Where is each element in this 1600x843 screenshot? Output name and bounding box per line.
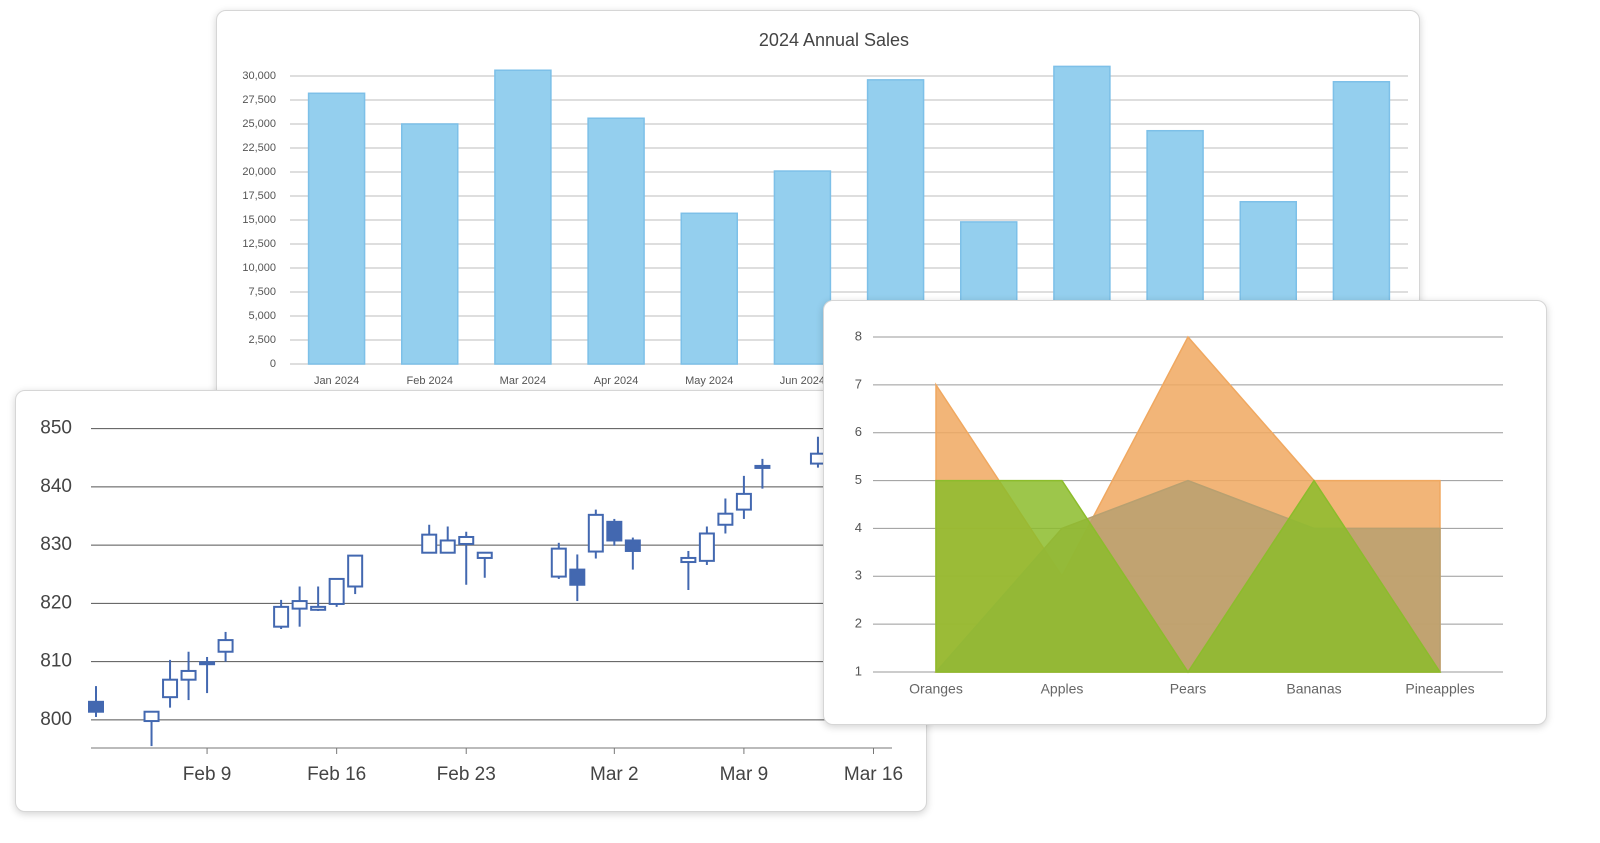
x-tick-label: Jun 2024 <box>780 375 825 387</box>
y-tick-label: 4 <box>855 520 862 535</box>
candle-body <box>88 700 104 713</box>
candle-body <box>698 532 715 562</box>
candle-body <box>476 551 493 559</box>
candle-body <box>458 535 475 545</box>
candle-body <box>550 547 567 578</box>
x-tick-label: Jan 2024 <box>314 375 359 387</box>
y-tick-label: 850 <box>40 418 72 439</box>
y-tick-label: 0 <box>270 358 276 370</box>
area-card: 1 2 3 4 5 6 7 8 Oranges Apples Pears Bananas Pineapp… <box>823 300 1547 725</box>
y-tick-label: 7 <box>855 376 862 391</box>
chart-title: 2024 Annual Sales <box>759 30 909 50</box>
bar <box>307 92 366 365</box>
x-tick-label: Mar 2 <box>590 764 639 785</box>
candle-body <box>143 710 160 723</box>
y-tick-label: 2 <box>855 616 862 631</box>
y-tick-label: 22,500 <box>242 142 276 154</box>
y-tick-label: 820 <box>40 592 72 613</box>
y-tick-label: 25,000 <box>242 118 276 130</box>
candle-body <box>310 605 327 611</box>
y-tick-label: 2,500 <box>248 334 276 346</box>
candle-body <box>569 568 586 586</box>
bar <box>773 170 832 365</box>
candle-body <box>439 539 456 554</box>
y-tick-label: 830 <box>40 534 72 555</box>
x-tick-label: Bananas <box>1286 681 1341 697</box>
y-tick-label: 20,000 <box>242 166 276 178</box>
y-tick-label: 6 <box>855 424 862 439</box>
x-tick-label: May 2024 <box>685 375 733 387</box>
candle-body <box>606 520 623 542</box>
candle-body <box>217 639 234 653</box>
y-tick-label: 8 <box>855 328 862 343</box>
chart: 800 810 820 830 840 850 Feb 9 Feb 16 Feb 23 Mar 2… <box>40 418 903 785</box>
x-tick-label: Apr 2024 <box>594 375 639 387</box>
y-tick-label: 30,000 <box>242 70 276 82</box>
x-tick-label: Feb 9 <box>183 764 232 785</box>
candle-body <box>162 678 179 699</box>
bar <box>587 117 645 365</box>
area <box>935 479 1442 674</box>
candle-body <box>273 605 290 628</box>
x-tick-label: Mar 16 <box>844 764 903 785</box>
y-tick-label: 12,500 <box>242 238 276 250</box>
candle-body <box>680 556 697 564</box>
x-tick-label: Oranges <box>909 681 963 697</box>
x-tick-label: Feb 16 <box>307 764 366 785</box>
candle-body <box>624 539 641 552</box>
candle-body <box>717 512 734 526</box>
candle-body <box>199 661 216 666</box>
candle-body <box>347 554 364 588</box>
bar <box>680 212 738 365</box>
candlestick-card: 800 810 820 830 840 850 Feb 9 Feb 16 Feb 23 Mar 2… <box>15 390 927 812</box>
y-tick-label: 15,000 <box>242 214 276 226</box>
candle-body <box>735 492 752 511</box>
x-tick-label: Pears <box>1170 681 1207 697</box>
x-tick-label: Mar 2024 <box>500 375 546 387</box>
candle-body <box>587 513 604 553</box>
candle-body <box>328 577 345 605</box>
y-tick-label: 1 <box>855 663 862 678</box>
candle-body <box>180 669 197 681</box>
y-tick-label: 3 <box>855 568 862 583</box>
y-tick-label: 7,500 <box>248 286 276 298</box>
candle-body <box>754 464 771 469</box>
x-tick-label: Pineapples <box>1405 681 1474 697</box>
y-tick-label: 840 <box>40 476 72 497</box>
bar <box>494 69 552 365</box>
y-tick-label: 800 <box>40 709 72 730</box>
candle-body <box>291 600 308 610</box>
chart: 1 2 3 4 5 6 7 8 Oranges Apples Pears Bananas Pineapp… <box>855 328 1503 697</box>
y-tick-label: 5,000 <box>248 310 276 322</box>
y-tick-label: 10,000 <box>242 262 276 274</box>
x-tick-label: Feb 23 <box>437 764 496 785</box>
y-tick-label: 17,500 <box>242 190 276 202</box>
y-tick-label: 5 <box>855 472 862 487</box>
x-tick-label: Mar 9 <box>720 764 769 785</box>
candle-body <box>421 533 438 554</box>
x-tick-label: Apples <box>1041 681 1084 697</box>
y-tick-label: 810 <box>40 651 72 672</box>
bar <box>401 123 459 365</box>
y-tick-label: 27,500 <box>242 94 276 106</box>
x-tick-label: Feb 2024 <box>407 375 453 387</box>
